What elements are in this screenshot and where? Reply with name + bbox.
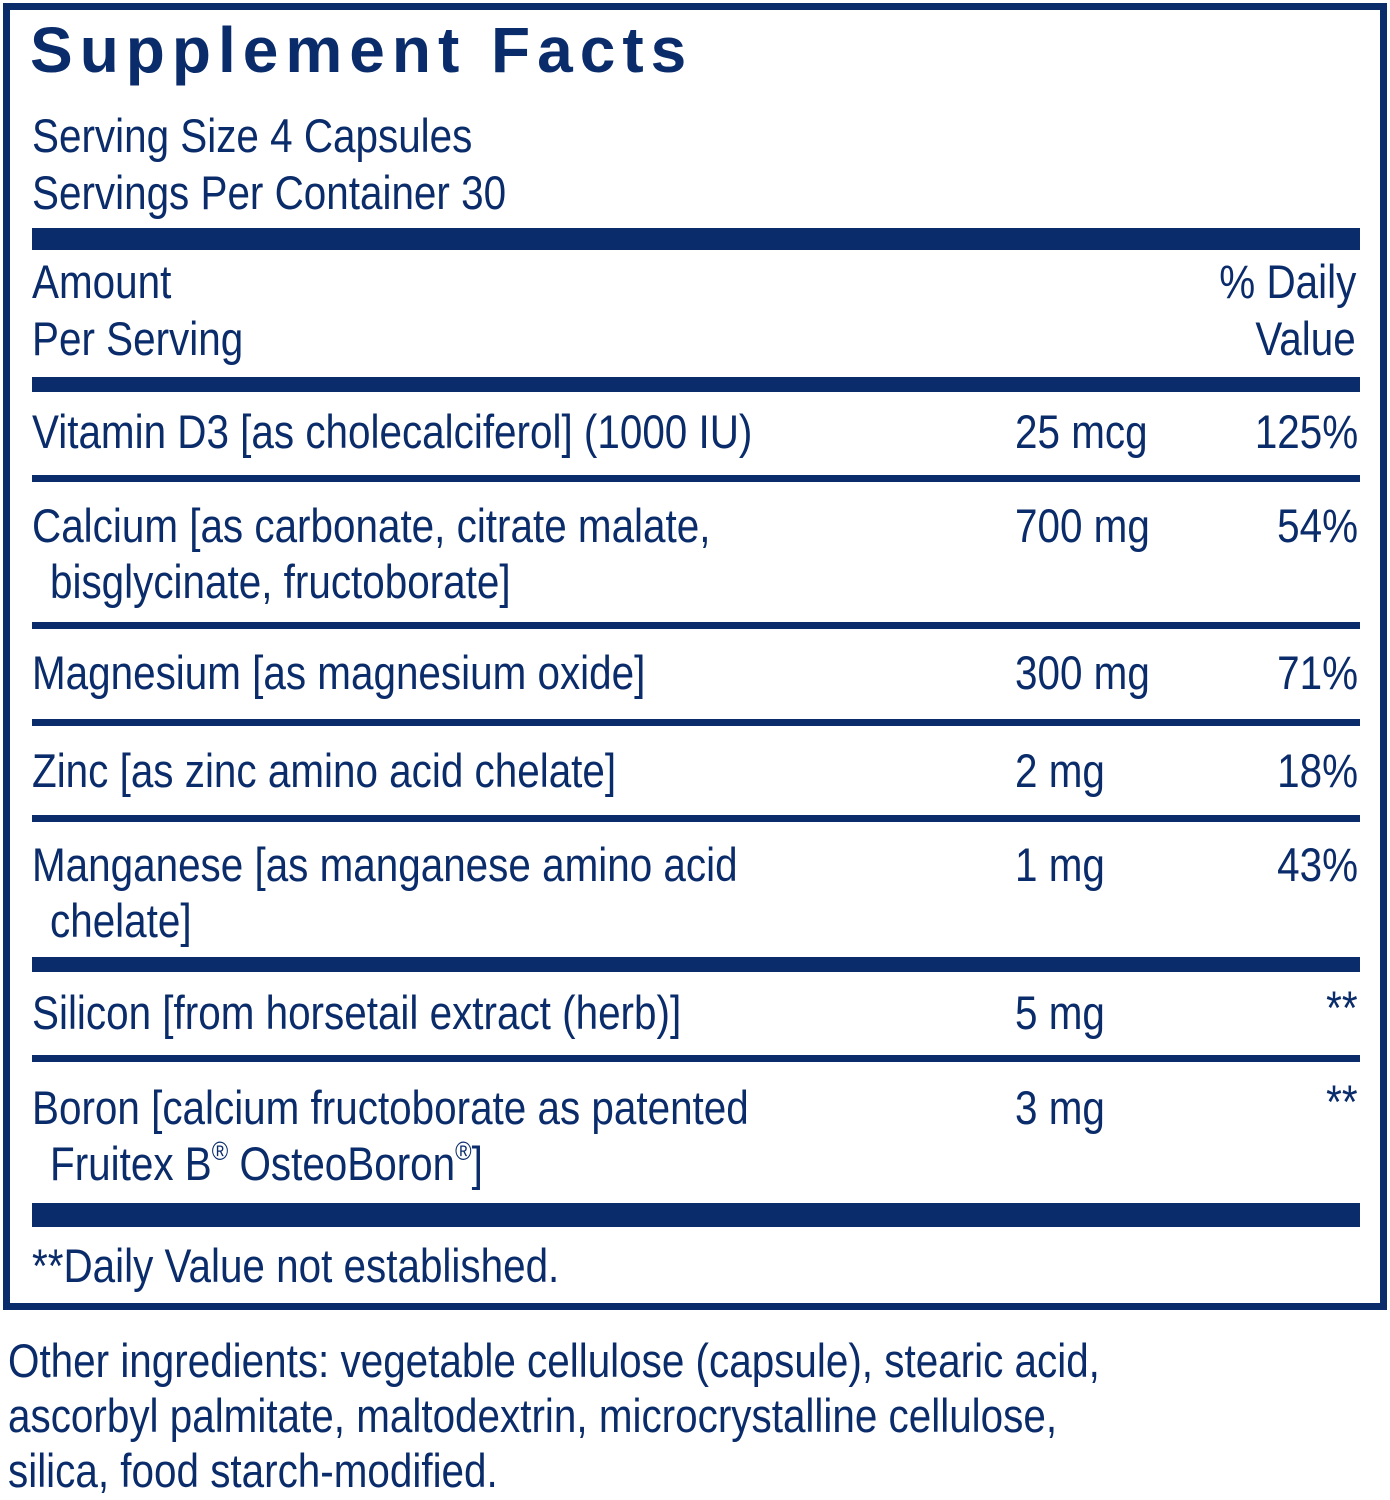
row-divider bbox=[32, 622, 1360, 629]
servings-per-container: Servings Per Container 30 bbox=[32, 166, 507, 219]
row-divider bbox=[32, 815, 1360, 822]
brand-osteoboron: OsteoBoron bbox=[228, 1137, 456, 1190]
nutrient-amount: 5 mg bbox=[1015, 986, 1105, 1039]
nutrient-amount: 3 mg bbox=[1015, 1081, 1105, 1134]
footnote: **Daily Value not established. bbox=[32, 1239, 560, 1292]
registered-mark: ® bbox=[211, 1136, 229, 1166]
nutrient-name: Calcium [as carbonate, citrate malate, bbox=[32, 499, 711, 552]
nutrient-dv: 18% bbox=[1277, 744, 1358, 797]
row-divider bbox=[32, 1055, 1360, 1062]
row-divider bbox=[32, 719, 1360, 726]
nutrient-name-cont: Fruitex B® OsteoBoron®] bbox=[50, 1136, 483, 1192]
nutrient-dv: ** bbox=[1326, 981, 1358, 1034]
nutrient-amount: 700 mg bbox=[1015, 499, 1150, 552]
medium-divider bbox=[32, 377, 1360, 392]
nutrient-name: Silicon [from horsetail extract (herb)] bbox=[32, 986, 682, 1039]
nutrient-amount: 25 mcg bbox=[1015, 405, 1148, 458]
nutrient-name: Magnesium [as magnesium oxide] bbox=[32, 646, 646, 699]
supplement-facts-panel bbox=[3, 3, 1387, 1310]
registered-mark: ® bbox=[455, 1136, 472, 1166]
nutrient-dv: ** bbox=[1326, 1075, 1358, 1128]
thick-divider bbox=[32, 228, 1360, 250]
amount-header: Amount bbox=[32, 255, 172, 308]
nutrient-dv: 125% bbox=[1254, 405, 1358, 458]
nutrient-dv: 54% bbox=[1277, 499, 1358, 552]
nutrient-amount: 1 mg bbox=[1015, 838, 1105, 891]
nutrient-amount: 2 mg bbox=[1015, 744, 1105, 797]
medium-divider bbox=[32, 957, 1360, 972]
daily-value-header: % Daily bbox=[1218, 255, 1356, 308]
other-ingredients-line: Other ingredients: vegetable cellulose (… bbox=[8, 1334, 1100, 1387]
nutrient-name: Manganese [as manganese amino acid bbox=[32, 838, 738, 891]
nutrient-amount: 300 mg bbox=[1015, 646, 1150, 699]
nutrient-name: Zinc [as zinc amino acid chelate] bbox=[32, 744, 617, 797]
nutrient-dv: 71% bbox=[1277, 646, 1358, 699]
nutrient-dv: 43% bbox=[1277, 838, 1358, 891]
value-header: Value bbox=[1255, 312, 1356, 365]
nutrient-name-cont: chelate] bbox=[50, 894, 192, 947]
brand-fruitex: Fruitex B bbox=[50, 1137, 212, 1190]
thick-divider bbox=[32, 1203, 1360, 1227]
other-ingredients-line: silica, food starch-modified. bbox=[8, 1444, 498, 1497]
row-divider bbox=[32, 475, 1360, 482]
nutrient-name-cont: bisglycinate, fructoborate] bbox=[50, 555, 511, 608]
other-ingredients-line: ascorbyl palmitate, maltodextrin, microc… bbox=[8, 1389, 1058, 1442]
bracket: ] bbox=[471, 1137, 483, 1190]
nutrient-name: Boron [calcium fructoborate as patented bbox=[32, 1081, 749, 1134]
per-serving-header: Per Serving bbox=[32, 312, 244, 365]
panel-title: Supplement Facts bbox=[30, 14, 694, 86]
serving-size: Serving Size 4 Capsules bbox=[32, 109, 473, 162]
nutrient-name: Vitamin D3 [as cholecalciferol] (1000 IU… bbox=[32, 405, 753, 458]
